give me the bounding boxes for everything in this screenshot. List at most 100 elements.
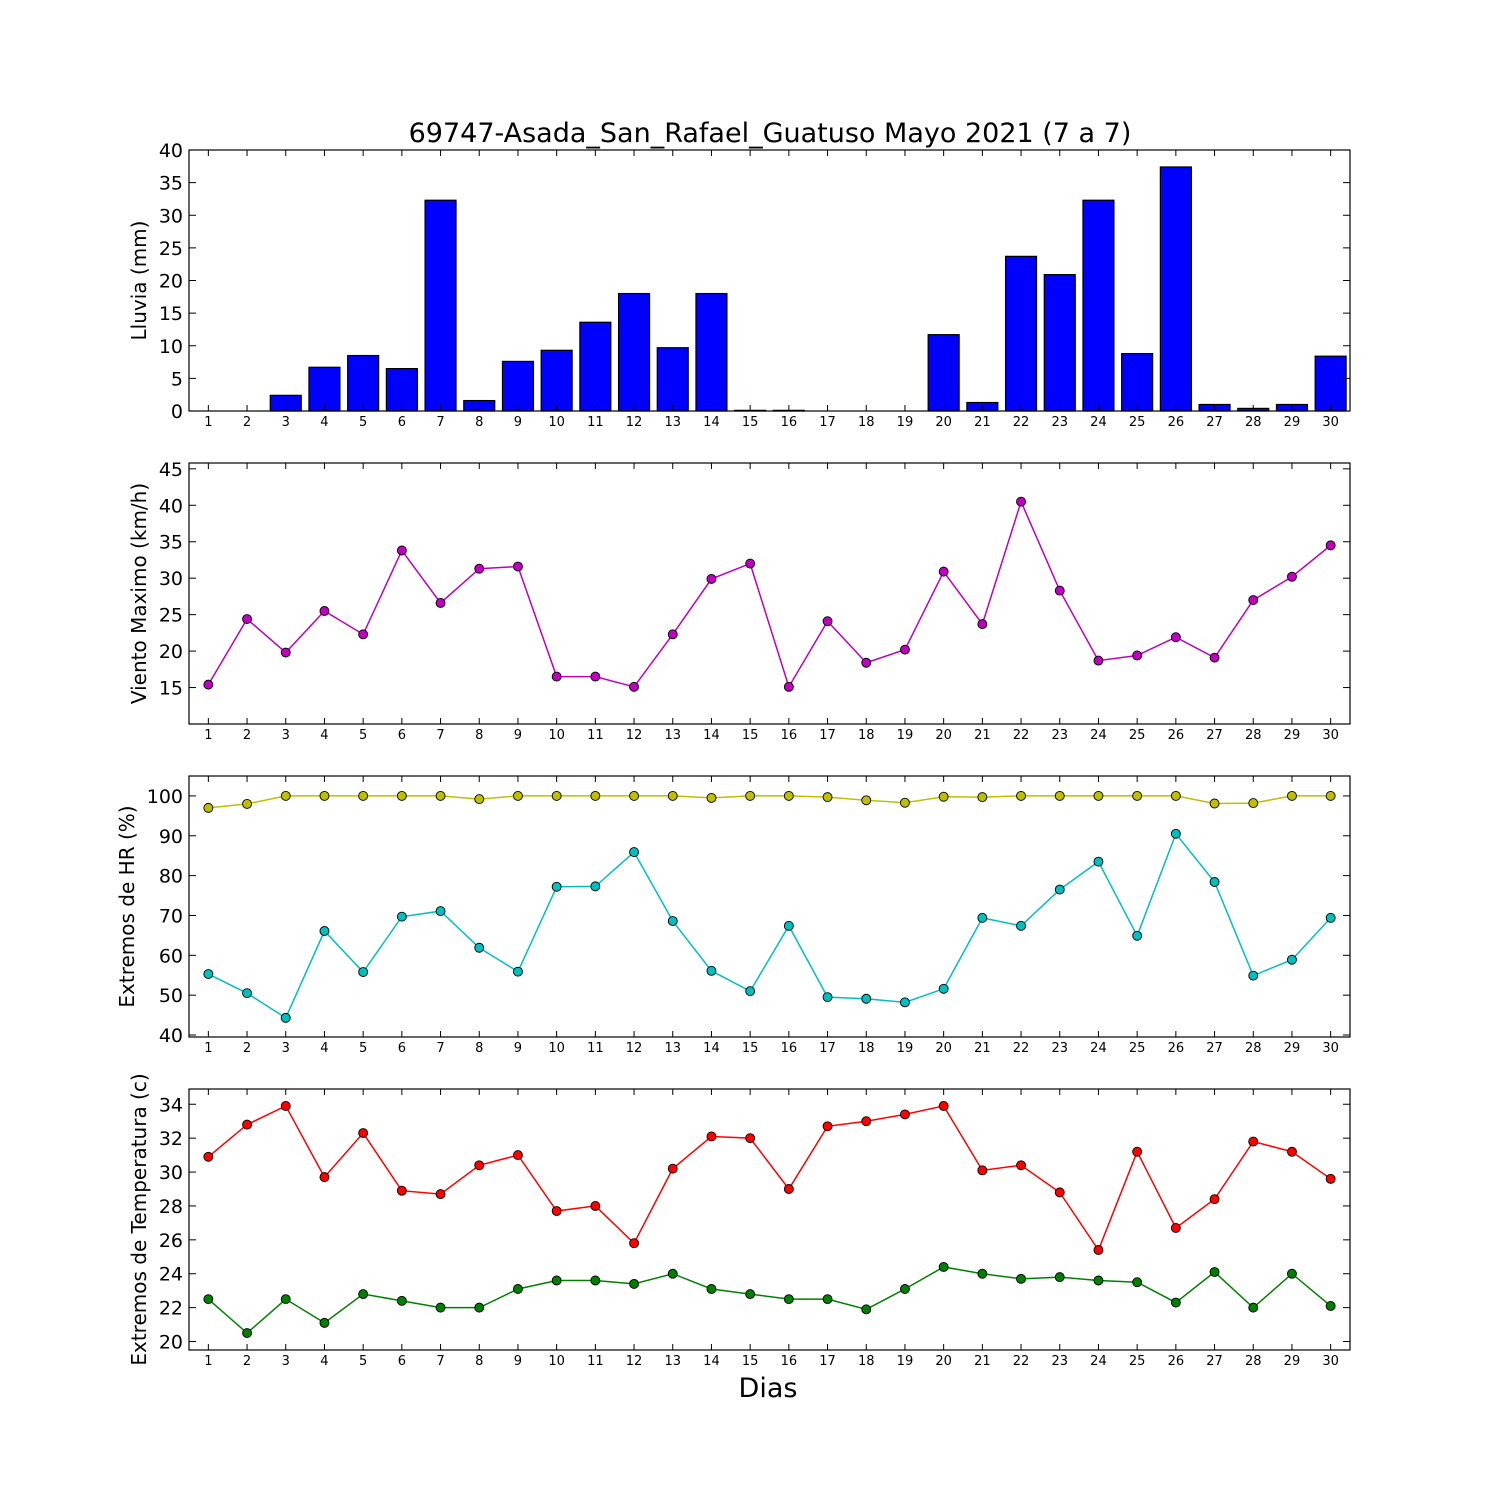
humidity-point: [590, 881, 601, 892]
wind-point: [783, 681, 794, 692]
temperature-point: [1093, 1275, 1104, 1286]
humidity-y-axis-label: Extremos de HR (%): [115, 805, 139, 1007]
temperature-y-axis-label: Extremos de Temperatura (c): [127, 1073, 151, 1365]
wind-x-tick-label: 16: [781, 728, 798, 743]
temperature-x-tick-label: 10: [548, 1354, 565, 1369]
wind-x-tick-label: 9: [514, 728, 522, 743]
temperature-x-tick-label: 30: [1322, 1354, 1339, 1369]
humidity-y-tick-label: 70: [159, 905, 183, 927]
temperature-x-tick-label: 19: [897, 1354, 914, 1369]
wind-x-tick-label: 29: [1284, 728, 1301, 743]
wind-x-tick-label: 13: [664, 728, 681, 743]
temperature-point: [474, 1302, 485, 1313]
wind-series-1-line: [207, 499, 1332, 689]
temperature-x-tick-label: 25: [1129, 1354, 1146, 1369]
temperature-point: [1016, 1273, 1026, 1284]
humidity-x-tick-label: 10: [548, 1041, 565, 1056]
humidity-x-tick-label: 16: [781, 1041, 798, 1056]
temperature-y-tick-label: 20: [159, 1332, 183, 1354]
humidity-point: [513, 966, 523, 977]
humidity-point: [706, 965, 717, 976]
humidity-x-tick-label: 5: [359, 1041, 367, 1056]
temperature-point: [900, 1284, 910, 1294]
rain-y-tick-label: 15: [159, 303, 183, 325]
humidity-point: [319, 926, 330, 936]
rain-x-tick-label: 24: [1090, 415, 1107, 430]
temperature-point: [435, 1189, 446, 1200]
humidity-y-tick-label: 50: [159, 985, 183, 1007]
rain-x-tick-label: 30: [1322, 415, 1339, 430]
temperature-x-tick-label: 12: [626, 1354, 643, 1369]
humidity-y-tick-label: 60: [159, 945, 183, 967]
temperature-point: [280, 1100, 291, 1111]
rain-bar: [1004, 255, 1038, 412]
temperature-x-tick-label: 8: [475, 1354, 483, 1369]
temperature-point: [435, 1302, 446, 1313]
temperature-x-tick-label: 27: [1206, 1354, 1223, 1369]
temperature-x-tick-label: 28: [1245, 1354, 1262, 1369]
wind-point: [745, 558, 756, 569]
humidity-x-tick-label: 25: [1129, 1041, 1146, 1056]
rain-x-tick-label: 8: [475, 415, 483, 430]
temperature-point: [629, 1278, 639, 1289]
temperature-point: [242, 1328, 253, 1339]
humidity-x-tick-label: 22: [1013, 1041, 1030, 1056]
humidity-x-tick-label: 24: [1090, 1041, 1107, 1056]
rain-x-tick-label: 21: [974, 415, 991, 430]
rain-x-tick-label: 5: [359, 415, 367, 430]
temperature-x-tick-label: 15: [742, 1354, 759, 1369]
humidity-x-tick-label: 11: [587, 1041, 604, 1056]
humidity-point: [667, 790, 678, 801]
rain-x-tick-label: 7: [436, 415, 444, 430]
humidity-x-tick-label: 7: [436, 1041, 444, 1056]
humidity-x-tick-label: 29: [1284, 1041, 1301, 1056]
humidity-point: [1170, 828, 1181, 839]
temperature-point: [1054, 1187, 1065, 1198]
temperature-x-tick-label: 22: [1013, 1354, 1030, 1369]
humidity-x-tick-label: 21: [974, 1041, 991, 1056]
temperature-x-tick-label: 16: [781, 1354, 798, 1369]
rain-bar: [1043, 274, 1076, 412]
humidity-point: [242, 798, 253, 809]
humidity-point: [435, 790, 446, 801]
rain-bar: [1082, 199, 1115, 412]
wind-y-tick-label: 15: [159, 678, 183, 700]
humidity-point: [1248, 970, 1259, 981]
humidity-point: [977, 792, 988, 803]
humidity-x-tick-label: 2: [243, 1041, 251, 1056]
temperature-point: [590, 1200, 601, 1211]
wind-plot-frame: [188, 462, 1351, 725]
humidity-x-tick-label: 12: [626, 1041, 643, 1056]
rain-x-tick-label: 27: [1206, 415, 1223, 430]
wind-x-tick-label: 12: [626, 728, 643, 743]
rain-y-tick-label: 20: [159, 271, 183, 293]
temperature-point: [783, 1294, 794, 1305]
rain-x-tick-label: 11: [587, 415, 604, 430]
rain-y-tick-label: 10: [159, 336, 183, 358]
temperature-point: [1325, 1173, 1336, 1184]
rain-bar: [579, 321, 612, 412]
temperature-x-tick-label: 3: [282, 1354, 290, 1369]
temperature-point: [1016, 1160, 1026, 1171]
wind-y-axis-label: Viento Maximo (km/h): [127, 483, 151, 704]
wind-point: [513, 561, 523, 572]
temperature-x-tick-label: 6: [398, 1354, 406, 1369]
temperature-y-tick-label: 34: [159, 1094, 183, 1116]
humidity-point: [203, 802, 214, 813]
temperature-point: [706, 1284, 717, 1294]
humidity-point: [900, 797, 910, 808]
humidity-x-tick-label: 30: [1322, 1041, 1339, 1056]
wind-point: [1209, 652, 1220, 663]
rain-x-tick-label: 17: [819, 415, 836, 430]
rain-y-tick-label: 25: [159, 238, 183, 260]
wind-point: [1286, 571, 1297, 582]
humidity-x-tick-label: 15: [742, 1041, 759, 1056]
humidity-point: [861, 993, 872, 1004]
humidity-point: [745, 986, 756, 997]
temperature-point: [745, 1133, 756, 1144]
humidity-point: [822, 792, 833, 803]
temperature-point: [706, 1131, 717, 1142]
humidity-point: [783, 920, 794, 931]
humidity-x-tick-label: 23: [1051, 1041, 1068, 1056]
wind-x-tick-label: 6: [398, 728, 406, 743]
